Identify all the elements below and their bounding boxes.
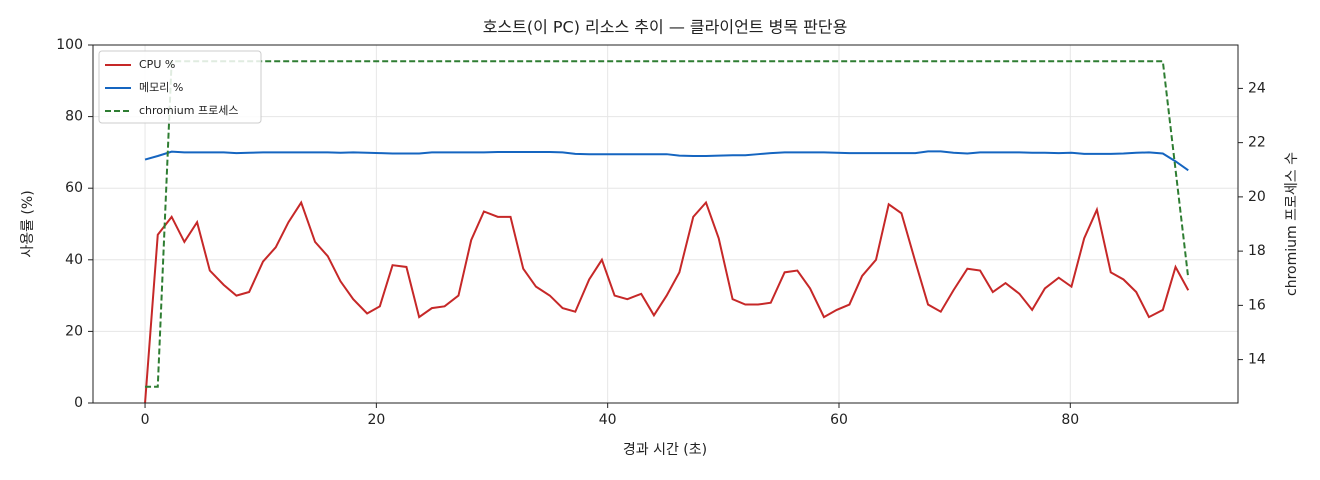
y2-axis-label: chromium 프로세스 수 bbox=[1284, 152, 1300, 296]
legend-label: chromium 프로세스 bbox=[139, 104, 238, 117]
data-line bbox=[144, 150, 1189, 172]
x-tick-label: 20 bbox=[367, 412, 385, 428]
legend-label: 메모리 % bbox=[139, 81, 183, 94]
plot-frame bbox=[92, 44, 1239, 404]
y-tick-label: 40 bbox=[65, 252, 83, 268]
data-line bbox=[145, 60, 1190, 388]
x-tick-label: 0 bbox=[141, 412, 150, 428]
chart-title: 호스트(이 PC) 리소스 추이 — 클라이언트 병목 판단용 bbox=[483, 18, 848, 37]
legend-label: CPU % bbox=[139, 58, 175, 71]
y-tick-label: 20 bbox=[65, 323, 83, 339]
data-line bbox=[144, 200, 1190, 404]
y2-tick-label: 14 bbox=[1248, 352, 1266, 368]
y2-tick-label: 20 bbox=[1248, 189, 1266, 205]
x-tick-label: 80 bbox=[1061, 412, 1079, 428]
y2-tick-label: 24 bbox=[1248, 80, 1266, 96]
y-tick-label: 60 bbox=[65, 180, 83, 196]
y-tick-label: 80 bbox=[65, 109, 83, 125]
y-tick-label: 0 bbox=[74, 395, 83, 411]
x-tick-label: 40 bbox=[599, 412, 617, 428]
y-tick-label: 100 bbox=[56, 37, 83, 53]
x-axis-label: 경과 시간 (초) bbox=[623, 442, 707, 458]
y2-tick-label: 16 bbox=[1248, 297, 1266, 313]
y2-tick-label: 18 bbox=[1248, 243, 1266, 259]
legend-box bbox=[98, 50, 262, 124]
x-tick-label: 60 bbox=[830, 412, 848, 428]
y2-tick-label: 22 bbox=[1248, 135, 1266, 151]
y-axis-label: 사용률 (%) bbox=[20, 190, 36, 257]
